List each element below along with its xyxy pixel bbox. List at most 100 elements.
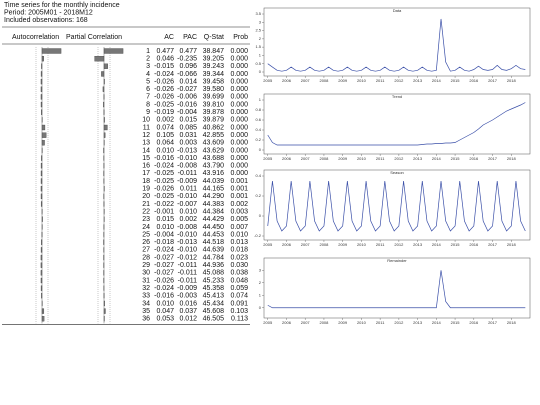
cell: -0.026 <box>154 277 174 284</box>
cell: -0.025 <box>154 170 174 177</box>
cell: 0.000 <box>230 124 248 131</box>
cell: -0.016 <box>154 293 174 300</box>
cell: 36 <box>142 316 150 323</box>
plot-frame <box>263 93 531 155</box>
cell: 0.085 <box>179 124 197 131</box>
cell: 44.290 <box>203 193 225 200</box>
y-tick-label: 0 <box>259 213 262 218</box>
pac-bar <box>94 56 105 62</box>
cell: 0.011 <box>180 186 197 193</box>
ac-bar <box>41 293 43 299</box>
cell: 0.018 <box>230 247 248 254</box>
cell: 43.609 <box>203 140 225 147</box>
cell: -0.008 <box>177 224 197 231</box>
x-tick-label: 2012 <box>394 320 404 325</box>
x-tick-label: 2014 <box>432 156 442 161</box>
cell: 0.023 <box>230 254 248 261</box>
ac-bar <box>40 94 43 100</box>
cell: 5 <box>146 78 150 85</box>
cell: 0.046 <box>156 55 174 62</box>
cell: 44.383 <box>203 201 225 208</box>
cell: 0.000 <box>230 71 248 78</box>
cell: -0.012 <box>177 254 197 261</box>
cell: 0.000 <box>230 78 248 85</box>
x-tick-label: 2009 <box>338 78 348 83</box>
ac-bar <box>41 239 43 245</box>
cell: -0.016 <box>154 155 174 162</box>
cell: 33 <box>142 293 150 300</box>
cell: 9 <box>146 109 150 116</box>
x-tick-label: 2011 <box>376 242 385 247</box>
cell: -0.009 <box>177 178 197 185</box>
pac-bar <box>102 86 105 92</box>
y-tick-label: 1.5 <box>255 44 261 49</box>
x-tick-label: 2013 <box>413 242 423 247</box>
cell: -0.011 <box>178 262 197 269</box>
header-period: Period: 2005M01 - 2018M12 <box>4 9 93 16</box>
cell: 16 <box>142 163 150 170</box>
cell: 0.000 <box>230 109 248 116</box>
cell: -0.010 <box>177 231 197 238</box>
plot-frame <box>263 169 531 241</box>
pac-bar <box>103 101 105 108</box>
cell: 46.505 <box>203 316 225 323</box>
y-tick-label: 0 <box>259 305 262 310</box>
y-tick-label: 0.2 <box>255 193 261 198</box>
cell: 0.113 <box>231 316 248 323</box>
cell: -0.027 <box>154 270 174 277</box>
col-header: AC <box>164 34 174 41</box>
plot-frame <box>263 7 531 77</box>
col-header: Autocorrelation <box>12 34 59 41</box>
cell: 0.030 <box>230 262 248 269</box>
cell: 39.580 <box>203 86 225 93</box>
cell: -0.025 <box>154 101 174 108</box>
y-tick-label: 3 <box>259 267 262 272</box>
cell: -0.026 <box>154 78 174 85</box>
cell: 30 <box>142 270 150 277</box>
y-tick-label: -0.2 <box>254 233 262 238</box>
series-line <box>267 270 526 309</box>
cell: 43.790 <box>203 163 225 170</box>
x-tick-label: 2016 <box>469 156 479 161</box>
x-tick-label: 2013 <box>413 320 423 325</box>
y-tick-label: 0.8 <box>255 107 261 112</box>
ac-bar <box>40 178 43 184</box>
x-tick-label: 2009 <box>338 156 348 161</box>
x-tick-label: 2015 <box>451 156 461 161</box>
cell: 0.010 <box>156 147 174 154</box>
x-tick-label: 2018 <box>507 320 517 325</box>
cell: 39.344 <box>203 71 225 78</box>
cell: 21 <box>142 201 150 208</box>
pac-bar <box>103 132 106 138</box>
cell: 17 <box>142 170 150 177</box>
cell: -0.026 <box>154 86 174 93</box>
pac-bar <box>103 48 124 54</box>
pac-bar <box>103 300 105 307</box>
x-tick-label: 2016 <box>469 78 479 83</box>
cell: 0.010 <box>156 300 174 307</box>
y-tick-label: 0.4 <box>255 173 261 178</box>
cell: 4 <box>146 71 150 78</box>
x-tick-label: 2010 <box>357 78 367 83</box>
cell: 0.000 <box>230 170 248 177</box>
cell: 0.001 <box>230 178 248 185</box>
cell: 25 <box>142 231 150 238</box>
cell: 0.002 <box>156 117 174 124</box>
cell: 42.855 <box>203 132 225 139</box>
cell: 35 <box>142 308 150 315</box>
cell: 39.878 <box>203 109 225 116</box>
cell: -0.027 <box>177 86 197 93</box>
x-tick-label: 2016 <box>469 320 479 325</box>
y-tick-label: 0 <box>259 147 262 152</box>
cell: 13 <box>142 140 150 147</box>
col-header: Prob <box>233 34 248 41</box>
cell: 10 <box>142 117 150 124</box>
ac-bar <box>40 78 43 85</box>
cell: 0.000 <box>230 140 248 147</box>
cell: 0.001 <box>230 193 248 200</box>
x-tick-label: 2006 <box>282 242 292 247</box>
y-tick-label: 0.2 <box>255 137 261 142</box>
cell: -0.004 <box>177 109 197 116</box>
cell: 0.000 <box>230 55 248 62</box>
